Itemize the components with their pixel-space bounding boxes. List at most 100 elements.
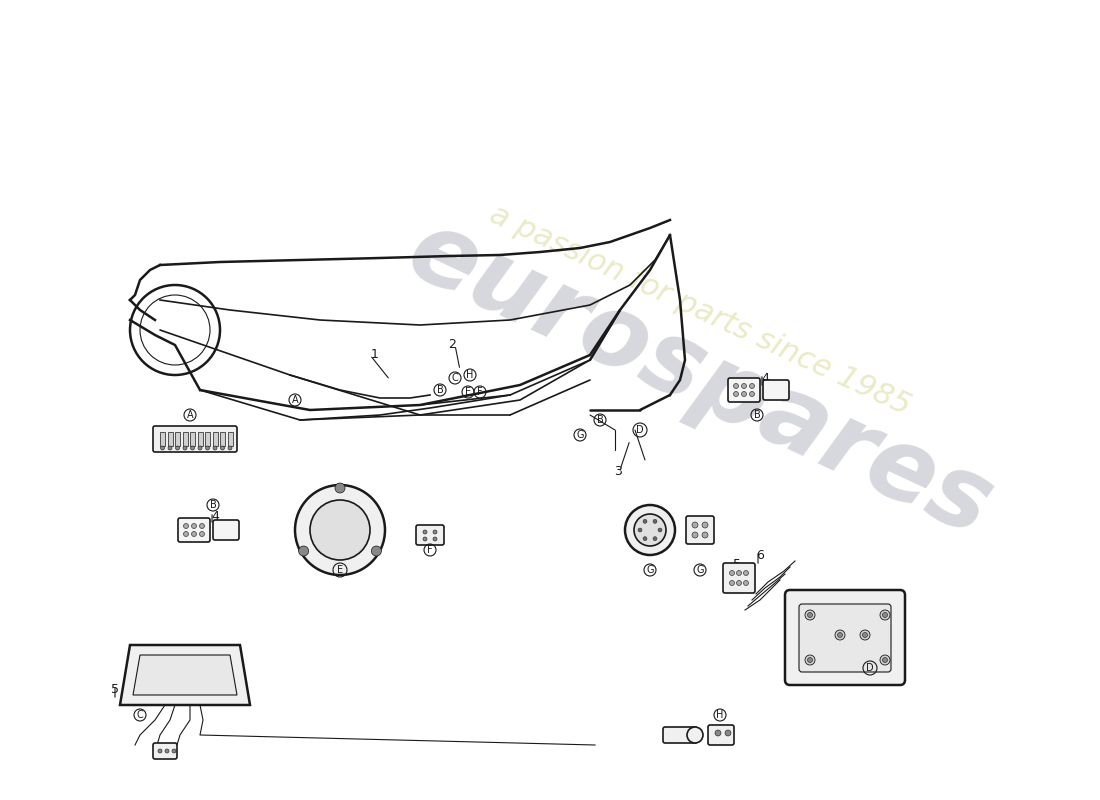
Circle shape — [805, 610, 815, 620]
Circle shape — [734, 383, 738, 389]
Circle shape — [295, 485, 385, 575]
Circle shape — [862, 633, 868, 638]
Circle shape — [737, 570, 741, 575]
Circle shape — [198, 446, 202, 450]
Circle shape — [191, 523, 197, 529]
Circle shape — [191, 531, 197, 537]
Circle shape — [176, 446, 179, 450]
Bar — [183, 432, 187, 446]
Polygon shape — [120, 645, 250, 705]
Circle shape — [336, 483, 345, 493]
Circle shape — [741, 391, 747, 397]
Bar — [190, 432, 195, 446]
Circle shape — [424, 530, 427, 534]
Circle shape — [433, 537, 437, 541]
Bar — [228, 432, 232, 446]
Circle shape — [725, 730, 732, 736]
Circle shape — [213, 446, 217, 450]
Circle shape — [172, 749, 176, 753]
Circle shape — [734, 391, 738, 397]
FancyBboxPatch shape — [723, 563, 755, 593]
Circle shape — [165, 749, 169, 753]
Circle shape — [688, 727, 703, 743]
Circle shape — [653, 519, 657, 523]
Circle shape — [220, 446, 224, 450]
Text: eurospares: eurospares — [393, 202, 1008, 558]
Circle shape — [433, 530, 437, 534]
Circle shape — [158, 749, 162, 753]
Text: 6: 6 — [756, 549, 763, 562]
Circle shape — [658, 528, 662, 532]
Text: A: A — [292, 395, 298, 405]
Bar — [198, 432, 202, 446]
Text: G: G — [576, 430, 584, 440]
Text: B: B — [754, 410, 760, 420]
Circle shape — [729, 570, 735, 575]
Circle shape — [749, 391, 755, 397]
Text: D: D — [636, 425, 644, 435]
FancyBboxPatch shape — [785, 590, 905, 685]
FancyBboxPatch shape — [416, 525, 444, 545]
Text: 1: 1 — [371, 348, 378, 361]
Circle shape — [837, 633, 843, 638]
Circle shape — [807, 658, 813, 662]
FancyBboxPatch shape — [708, 725, 734, 745]
Bar — [212, 432, 218, 446]
Circle shape — [310, 500, 370, 560]
Circle shape — [298, 546, 309, 556]
Circle shape — [206, 446, 209, 450]
Text: 2: 2 — [448, 338, 455, 351]
Circle shape — [882, 658, 888, 662]
Circle shape — [702, 522, 708, 528]
Bar — [205, 432, 210, 446]
Circle shape — [184, 523, 188, 529]
Text: H: H — [466, 370, 474, 380]
Text: F: F — [477, 387, 483, 397]
Text: B: B — [210, 500, 217, 510]
Circle shape — [805, 655, 815, 665]
Circle shape — [184, 531, 188, 537]
Circle shape — [199, 523, 205, 529]
Circle shape — [199, 531, 205, 537]
FancyBboxPatch shape — [153, 743, 177, 759]
FancyBboxPatch shape — [728, 378, 760, 402]
Circle shape — [190, 446, 195, 450]
Circle shape — [729, 581, 735, 586]
Text: G: G — [647, 565, 653, 575]
FancyBboxPatch shape — [153, 426, 236, 452]
FancyBboxPatch shape — [686, 516, 714, 544]
Text: E: E — [465, 387, 471, 397]
Text: F: F — [427, 545, 432, 555]
Text: 5: 5 — [733, 558, 741, 571]
Circle shape — [702, 532, 708, 538]
Circle shape — [744, 570, 748, 575]
Text: 5: 5 — [111, 683, 119, 696]
Text: 3: 3 — [614, 465, 622, 478]
Bar — [175, 432, 180, 446]
Text: E: E — [337, 565, 343, 575]
Circle shape — [749, 383, 755, 389]
Circle shape — [744, 581, 748, 586]
Text: a passion for parts since 1985: a passion for parts since 1985 — [485, 199, 915, 421]
Text: C: C — [136, 710, 143, 720]
Text: B: B — [437, 385, 443, 395]
Circle shape — [737, 581, 741, 586]
Circle shape — [807, 613, 813, 618]
Circle shape — [880, 655, 890, 665]
Circle shape — [882, 613, 888, 618]
Text: B: B — [596, 415, 604, 425]
Text: G: G — [696, 565, 704, 575]
Circle shape — [653, 537, 657, 541]
Circle shape — [644, 537, 647, 541]
Circle shape — [424, 537, 427, 541]
Text: 5: 5 — [184, 518, 192, 531]
FancyBboxPatch shape — [799, 604, 891, 672]
FancyBboxPatch shape — [213, 520, 239, 540]
Text: C: C — [452, 373, 459, 383]
Circle shape — [741, 383, 747, 389]
Polygon shape — [133, 655, 236, 695]
Text: 4: 4 — [761, 372, 769, 385]
Circle shape — [692, 532, 698, 538]
Text: 4: 4 — [211, 510, 219, 523]
Text: D: D — [866, 663, 873, 673]
